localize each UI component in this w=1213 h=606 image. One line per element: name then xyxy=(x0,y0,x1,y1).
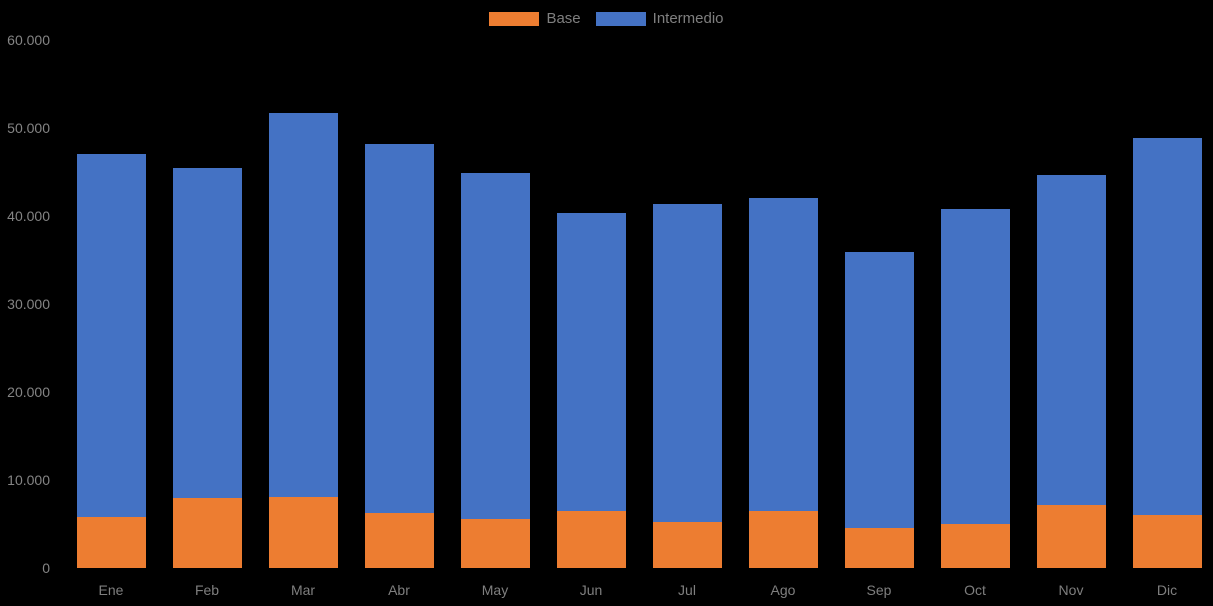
bar-abr-intermedio[interactable] xyxy=(364,143,434,514)
legend-swatch-base xyxy=(489,11,540,26)
bar-may-intermedio[interactable] xyxy=(460,172,530,519)
bar-group-may xyxy=(460,40,530,568)
bar-nov-intermedio[interactable] xyxy=(1036,174,1106,505)
chart-legend: Base Intermedio xyxy=(0,10,1213,27)
bar-oct-base[interactable] xyxy=(940,524,1010,568)
bar-nov-base[interactable] xyxy=(1036,504,1106,568)
bar-group-ene xyxy=(76,40,146,568)
bar-may-base[interactable] xyxy=(460,518,530,568)
x-tick-label-may: May xyxy=(481,582,509,598)
bar-jul-intermedio[interactable] xyxy=(652,203,722,523)
bar-group-jun xyxy=(556,40,626,568)
bar-ene-base[interactable] xyxy=(76,516,146,568)
bar-jul-base[interactable] xyxy=(652,522,722,568)
x-tick-label-ago: Ago xyxy=(770,582,796,598)
bar-group-dic xyxy=(1132,40,1202,568)
bar-abr-base[interactable] xyxy=(364,513,434,568)
bar-dic-base[interactable] xyxy=(1132,515,1202,568)
bar-dic-intermedio[interactable] xyxy=(1132,137,1202,516)
x-tick-label-nov: Nov xyxy=(1058,582,1084,598)
legend-label-intermedio: Intermedio xyxy=(652,10,724,27)
bar-group-nov xyxy=(1036,40,1106,568)
x-tick-label-jun: Jun xyxy=(579,582,603,598)
y-tick-label: 50.000 xyxy=(7,120,50,136)
y-tick-label: 20.000 xyxy=(7,384,50,400)
bar-mar-intermedio[interactable] xyxy=(268,113,338,497)
bar-sep-intermedio[interactable] xyxy=(844,252,914,529)
legend-label-base: Base xyxy=(546,10,581,27)
bar-oct-intermedio[interactable] xyxy=(940,208,1010,524)
bar-ago-intermedio[interactable] xyxy=(748,198,818,511)
bar-jun-base[interactable] xyxy=(556,510,626,568)
y-tick-label: 40.000 xyxy=(7,208,50,224)
x-tick-label-mar: Mar xyxy=(290,582,316,598)
y-tick-label: 30.000 xyxy=(7,296,50,312)
x-tick-label-feb: Feb xyxy=(194,582,220,598)
legend-swatch-intermedio xyxy=(595,11,646,26)
bar-group-abr xyxy=(364,40,434,568)
legend-item-base[interactable]: Base xyxy=(489,10,581,27)
x-tick-label-jul: Jul xyxy=(678,582,696,598)
x-tick-label-abr: Abr xyxy=(388,582,410,598)
y-tick-label: 60.000 xyxy=(7,32,50,48)
bar-ago-base[interactable] xyxy=(748,510,818,568)
bar-group-feb xyxy=(172,40,242,568)
x-axis: Ene Feb Mar Abr May Jun Jul Ago Sep Oct Nov Dic xyxy=(63,582,1213,602)
bar-ene-intermedio[interactable] xyxy=(76,154,146,517)
y-tick-label: 0 xyxy=(42,560,50,576)
bar-feb-base[interactable] xyxy=(172,498,242,568)
bar-group-ago xyxy=(748,40,818,568)
x-tick-label-dic: Dic xyxy=(1156,582,1178,598)
plot-area xyxy=(63,40,1213,568)
bar-jun-intermedio[interactable] xyxy=(556,212,626,511)
bar-group-jul xyxy=(652,40,722,568)
x-tick-label-ene: Ene xyxy=(98,582,124,598)
legend-item-intermedio[interactable]: Intermedio xyxy=(595,10,724,27)
bar-sep-base[interactable] xyxy=(844,528,914,568)
x-tick-label-oct: Oct xyxy=(964,582,986,598)
y-tick-label: 10.000 xyxy=(7,472,50,488)
bar-group-mar xyxy=(268,40,338,568)
bar-feb-intermedio[interactable] xyxy=(172,167,242,499)
bar-mar-base[interactable] xyxy=(268,496,338,568)
x-tick-label-sep: Sep xyxy=(866,582,892,598)
bar-group-sep xyxy=(844,40,914,568)
bar-group-oct xyxy=(940,40,1010,568)
